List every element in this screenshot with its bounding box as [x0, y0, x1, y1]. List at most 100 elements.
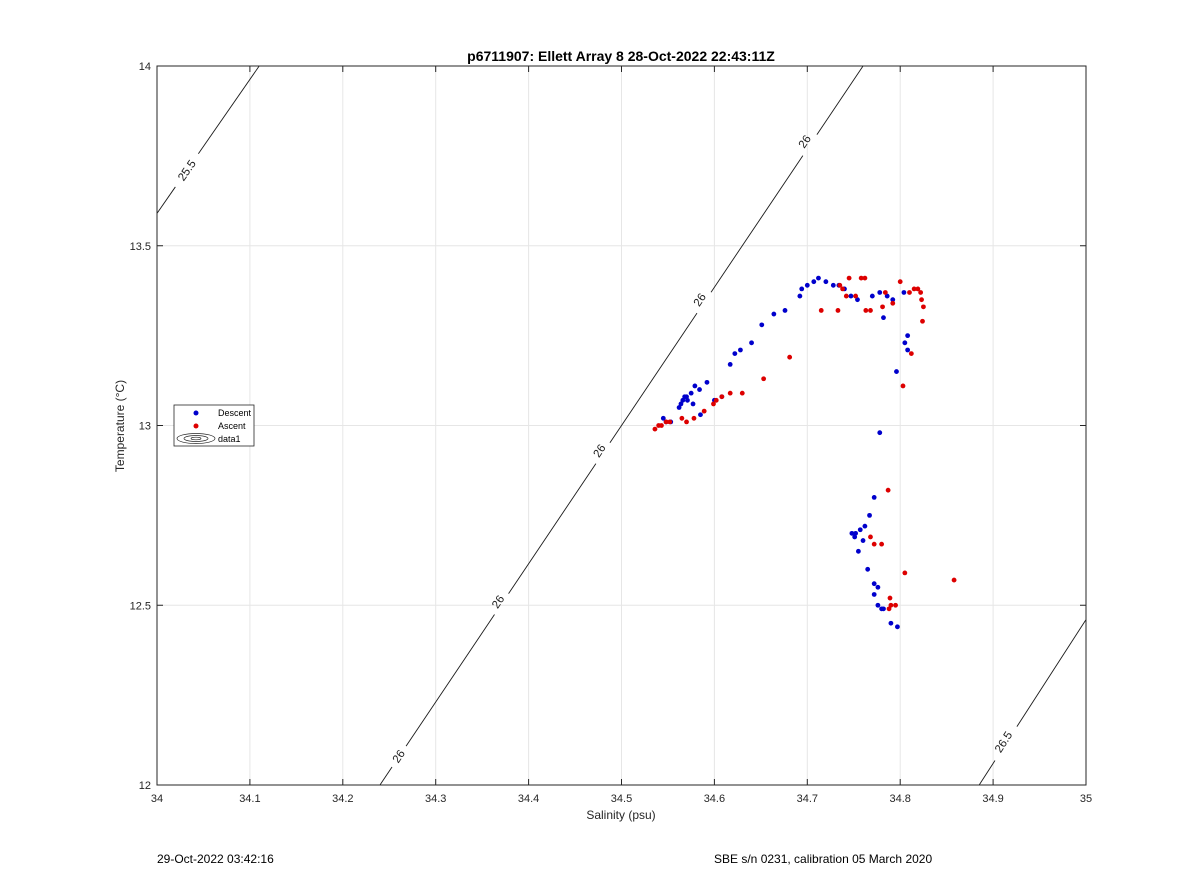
descent-point	[894, 369, 899, 374]
ascent-point	[711, 401, 716, 407]
descent-point	[799, 286, 805, 292]
contour-line-26.5	[978, 760, 996, 786]
descent-point	[732, 351, 738, 356]
descent-point	[888, 620, 894, 626]
descent-point	[860, 538, 866, 543]
descent-point	[676, 405, 682, 410]
ascent-point	[719, 394, 725, 400]
x-tick-label: 34.8	[889, 793, 910, 805]
legend-marker-ascent	[193, 423, 199, 429]
ascent-point	[890, 300, 896, 306]
ascent-point	[920, 318, 925, 324]
descent-point	[871, 592, 877, 597]
ascent-point	[919, 297, 924, 303]
chart-title: p6711907: Ellett Array 8 28-Oct-2022 22:…	[467, 48, 775, 64]
ascent-point	[787, 354, 793, 360]
descent-point	[738, 347, 743, 353]
descent-point	[869, 293, 875, 299]
descent-point	[881, 606, 886, 612]
ascent-point	[887, 595, 893, 601]
descent-point	[865, 566, 871, 572]
ascent-point	[837, 282, 843, 288]
legend-label-descent: Descent	[218, 408, 252, 418]
descent-point	[871, 581, 877, 587]
descent-point	[853, 530, 859, 536]
descent-point	[902, 340, 908, 346]
descent-point	[771, 311, 777, 317]
ascent-point	[897, 279, 903, 285]
y-axis-label: Temperature (°C)	[113, 380, 127, 472]
ascent-point	[862, 275, 868, 281]
contour-label: 26	[692, 292, 709, 309]
ascent-point	[761, 376, 767, 382]
descent-point	[692, 383, 698, 389]
ascent-point	[684, 419, 689, 425]
axis-ticks: 34 34.1 34.2 34.3 34.4 34.5 34.6 34.7 34.8 34.9 35…	[130, 61, 1093, 805]
descent-point	[830, 282, 836, 288]
descent-point	[749, 340, 754, 346]
contour-label: 26	[797, 133, 814, 150]
y-tick-label: 14	[139, 61, 151, 73]
ascent-point	[701, 408, 707, 414]
descent-point	[848, 293, 854, 299]
descent-point	[797, 293, 803, 299]
descent-point	[684, 394, 689, 400]
contour-line-26	[816, 65, 864, 135]
x-tick-label: 34.6	[704, 793, 725, 805]
descent-point	[871, 495, 877, 500]
descent-point	[823, 279, 829, 285]
descent-point	[857, 527, 863, 533]
descent-point	[862, 523, 868, 529]
ascent-point	[915, 286, 921, 292]
contour-line-26	[508, 463, 597, 594]
ascent-point	[888, 602, 894, 608]
contour-label: 26	[490, 594, 507, 611]
ascent-point	[739, 390, 745, 396]
ascent-point	[885, 487, 891, 493]
legend-contour-icon	[176, 433, 216, 444]
descent-point	[901, 290, 907, 295]
ascent-point	[840, 286, 846, 292]
descent-point	[905, 333, 911, 339]
x-tick-label: 34.5	[611, 793, 632, 805]
descent-point	[905, 347, 911, 353]
legend-label-ascent: Ascent	[218, 421, 246, 431]
ascent-point	[858, 275, 864, 281]
ascent-point	[713, 397, 719, 403]
descent-point	[704, 379, 710, 385]
x-axis-label: Salinity (psu)	[586, 808, 655, 822]
descent-point	[855, 297, 860, 303]
x-tick-label: 34.4	[518, 793, 539, 805]
legend-marker-descent	[193, 410, 199, 416]
contour-line-25.5	[197, 65, 260, 154]
contour-line-26	[710, 155, 804, 293]
descent-point	[895, 624, 900, 630]
descent-point	[678, 401, 684, 407]
y-tick-label: 13.5	[130, 241, 151, 253]
ascent-point	[868, 534, 873, 540]
contour-label: 26	[591, 443, 608, 460]
ascent-point	[659, 423, 664, 428]
descent-point	[884, 293, 890, 299]
descent-point	[811, 279, 817, 285]
y-tick-label: 12	[139, 780, 151, 792]
contour-line-25.5	[156, 186, 176, 214]
footer-timestamp: 29-Oct-2022 03:42:16	[157, 852, 274, 866]
y-tick-label: 13	[139, 421, 151, 433]
ascent-point	[902, 570, 908, 576]
descent-point	[727, 361, 733, 367]
contour-line-26.5	[1016, 619, 1087, 727]
descent-point	[697, 387, 702, 392]
ascent-point	[843, 293, 849, 299]
ascent-point	[853, 293, 859, 299]
x-tick-label: 34.1	[239, 793, 260, 805]
legend: Descent Ascent data1	[173, 404, 255, 447]
descent-point	[881, 315, 886, 321]
ascent-point	[882, 290, 888, 295]
legend-box	[173, 404, 255, 447]
ascent-point	[727, 390, 733, 396]
ascent-point	[663, 419, 669, 425]
descent-point	[855, 548, 861, 554]
